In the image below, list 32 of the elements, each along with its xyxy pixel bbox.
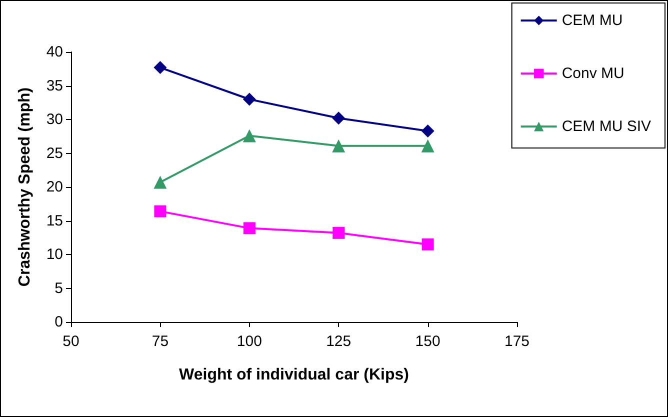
y-tick-label: 10 <box>46 246 63 263</box>
point <box>154 61 167 74</box>
point <box>332 112 346 125</box>
y-tick-label: 15 <box>46 212 63 230</box>
x-tick-label: 150 <box>415 333 440 350</box>
x-tick-label: 125 <box>326 333 352 350</box>
point <box>154 205 166 218</box>
y-tick-label: 30 <box>46 111 63 128</box>
x-tick-label: 175 <box>504 333 530 350</box>
point <box>154 176 167 189</box>
point <box>242 129 256 142</box>
point <box>332 139 346 152</box>
legend-label: Conv MU <box>562 65 624 82</box>
y-tick-label: 25 <box>46 144 63 162</box>
legend-label: CEM MU <box>562 12 623 29</box>
x-tick-label: 100 <box>236 333 262 350</box>
y-tick-label: 0 <box>54 314 63 330</box>
point <box>421 139 434 152</box>
point <box>243 222 256 234</box>
point <box>422 238 434 250</box>
legend-label: CEM MU SIV <box>562 118 652 135</box>
y-axis-title: Crashworthy Speed (mph) <box>16 87 34 287</box>
y-tick-label: 5 <box>54 280 63 297</box>
y-tick-label: 20 <box>46 178 63 196</box>
x-tick-label: 75 <box>152 333 169 350</box>
point <box>332 226 345 239</box>
y-tick-label: 35 <box>46 77 63 94</box>
point <box>421 124 434 138</box>
y-tick-label: 40 <box>46 44 63 60</box>
point <box>242 92 256 106</box>
x-axis-title: Weight of individual car (Kips) <box>179 366 409 384</box>
x-tick-label: 50 <box>62 333 80 350</box>
